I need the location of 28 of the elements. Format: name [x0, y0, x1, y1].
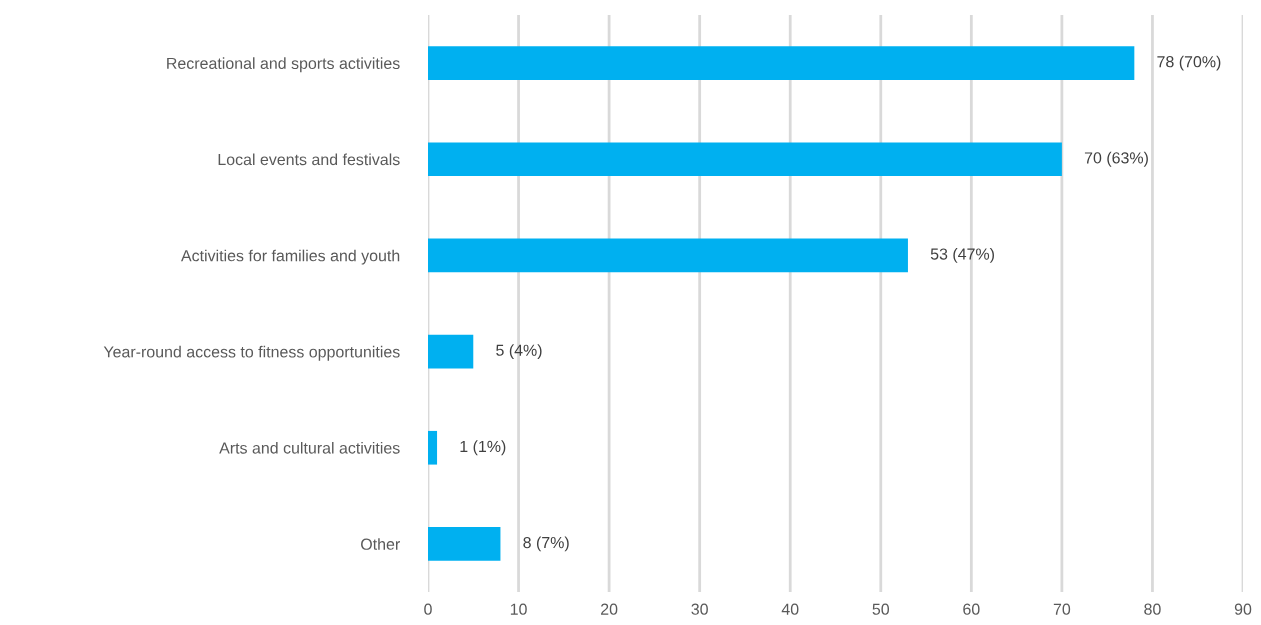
y-tick-label: Recreational and sports activities — [167, 57, 400, 73]
x-tick-label: 60 — [963, 603, 980, 615]
x-tick-label: 50 — [872, 603, 890, 615]
y-tick-label: Year-round access to fitness opportunities — [103, 345, 400, 361]
data-label: 1 (1%) — [460, 440, 506, 456]
y-tick-label: Local events and festivals — [218, 153, 400, 166]
y-tick-label: Arts and cultural activities — [219, 441, 400, 454]
data-label: 70 (63%) — [1084, 151, 1148, 167]
x-tick-label: 70 — [1053, 603, 1071, 615]
x-tick-label: 10 — [510, 603, 527, 615]
x-tick-label: 80 — [1144, 603, 1161, 615]
data-label: 53 (47%) — [930, 247, 994, 263]
data-label: 78 (70%) — [1157, 55, 1221, 71]
x-tick-label: 0 — [424, 603, 432, 615]
x-tick-label: 30 — [691, 603, 708, 615]
x-tick-label: 40 — [781, 603, 799, 615]
data-label: 5 (4%) — [496, 344, 542, 360]
bar — [428, 527, 501, 561]
data-label: 8 (7%) — [523, 536, 569, 552]
y-tick-label: Other — [361, 538, 400, 550]
x-tick-label: 20 — [601, 603, 618, 615]
x-tick-label: 90 — [1234, 603, 1252, 615]
bar — [428, 142, 1062, 177]
bar — [428, 46, 1135, 80]
y-tick-label: Activities for families and youth — [181, 249, 400, 265]
bar — [428, 238, 908, 273]
bar — [428, 430, 438, 465]
bar — [428, 334, 474, 369]
